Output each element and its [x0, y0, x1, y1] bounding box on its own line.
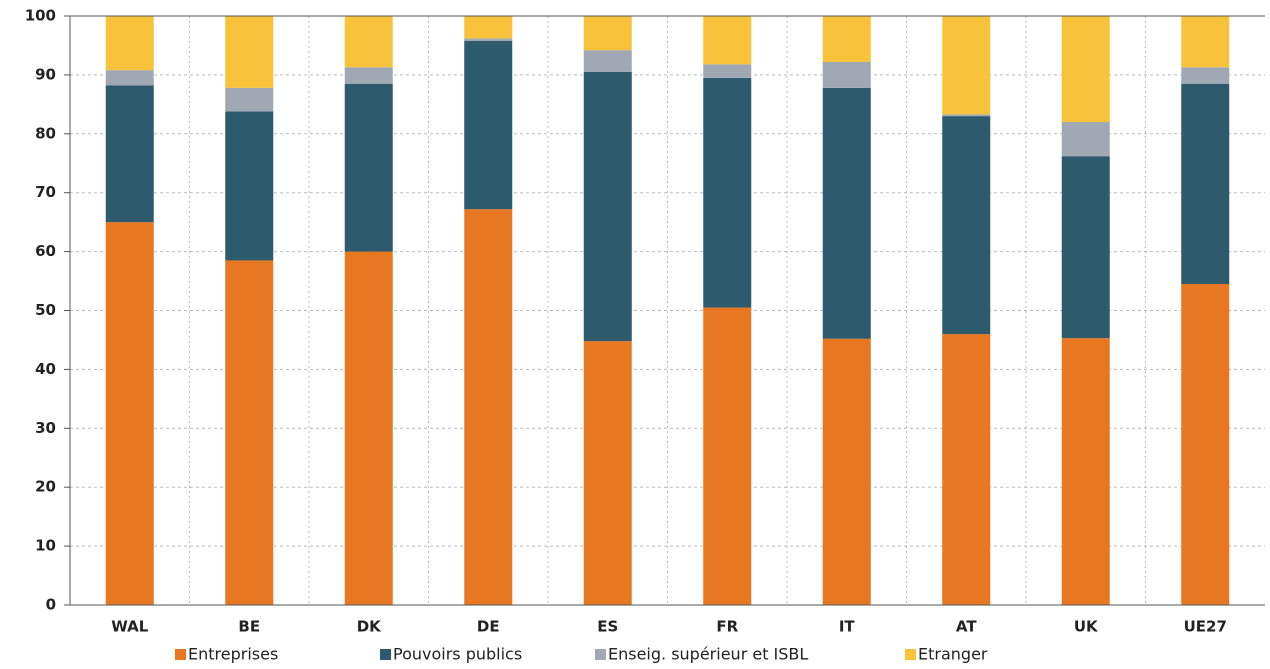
bar-segment — [1061, 122, 1110, 157]
bar-segment — [464, 209, 513, 605]
bar-segment — [942, 334, 991, 605]
bar-segment — [105, 222, 154, 605]
bar-segment — [344, 67, 393, 84]
bar-segment — [583, 16, 632, 51]
bar-segment — [703, 307, 752, 605]
bar-segment — [464, 16, 513, 39]
legend-label: Etranger — [918, 645, 988, 664]
y-tick-label: 0 — [46, 596, 56, 614]
bar-segment — [822, 16, 871, 62]
x-tick-label: BE — [238, 618, 260, 636]
bar-segment — [822, 338, 871, 605]
bar-segment — [344, 83, 393, 252]
bar-segment — [1181, 16, 1230, 68]
y-tick-label: 40 — [35, 360, 56, 378]
bar-segment — [942, 114, 991, 117]
bar-segment — [822, 61, 871, 88]
bar-segment — [105, 16, 154, 71]
bar-segment — [583, 341, 632, 605]
legend-swatch — [175, 649, 186, 660]
y-tick-label: 70 — [35, 183, 56, 201]
y-tick-label: 50 — [35, 301, 56, 319]
bar-segment — [942, 16, 991, 115]
y-tick-label: 60 — [35, 242, 56, 260]
bar-segment — [344, 251, 393, 605]
bar-segment — [1181, 83, 1230, 284]
bar-segment — [105, 85, 154, 223]
bar-segment — [583, 50, 632, 72]
x-tick-label: IT — [839, 618, 856, 636]
bar-segment — [464, 38, 513, 41]
bar-segment — [703, 16, 752, 65]
legend-swatch — [905, 649, 916, 660]
x-tick-label: AT — [956, 618, 977, 636]
bar-segment — [1061, 156, 1110, 339]
legend-label: Entreprises — [188, 645, 278, 664]
bar-segment — [225, 87, 274, 112]
bar-segment — [225, 16, 274, 88]
x-tick-label: DE — [477, 618, 500, 636]
x-tick-label: UK — [1074, 618, 1099, 636]
bar-segment — [105, 70, 154, 86]
bar-segment — [703, 77, 752, 308]
y-tick-label: 20 — [35, 478, 56, 496]
y-tick-label: 10 — [35, 537, 56, 555]
y-tick-label: 100 — [25, 7, 56, 25]
y-tick-label: 80 — [35, 124, 56, 142]
bar-segment — [703, 64, 752, 78]
legend-label: Enseig. supérieur et ISBL — [608, 645, 808, 664]
legend-swatch — [595, 649, 606, 660]
x-tick-label: WAL — [111, 618, 148, 636]
bar-segment — [1061, 16, 1110, 123]
x-tick-label: UE27 — [1184, 618, 1227, 636]
x-tick-label: FR — [716, 618, 738, 636]
bar-segment — [1061, 338, 1110, 605]
y-tick-label: 90 — [35, 65, 56, 83]
bar-segment — [583, 71, 632, 342]
bar-segment — [1181, 67, 1230, 84]
bar-segment — [1181, 283, 1230, 605]
x-tick-label: ES — [597, 618, 618, 636]
bar-segment — [344, 16, 393, 68]
legend-label: Pouvoirs publics — [393, 645, 522, 664]
bar-segment — [822, 87, 871, 339]
bar-segment — [225, 111, 274, 261]
bar-segment — [225, 260, 274, 605]
x-tick-label: DK — [357, 618, 382, 636]
y-tick-label: 30 — [35, 419, 56, 437]
bar-segment — [464, 40, 513, 210]
legend-swatch — [380, 649, 391, 660]
bar-segment — [942, 116, 991, 335]
